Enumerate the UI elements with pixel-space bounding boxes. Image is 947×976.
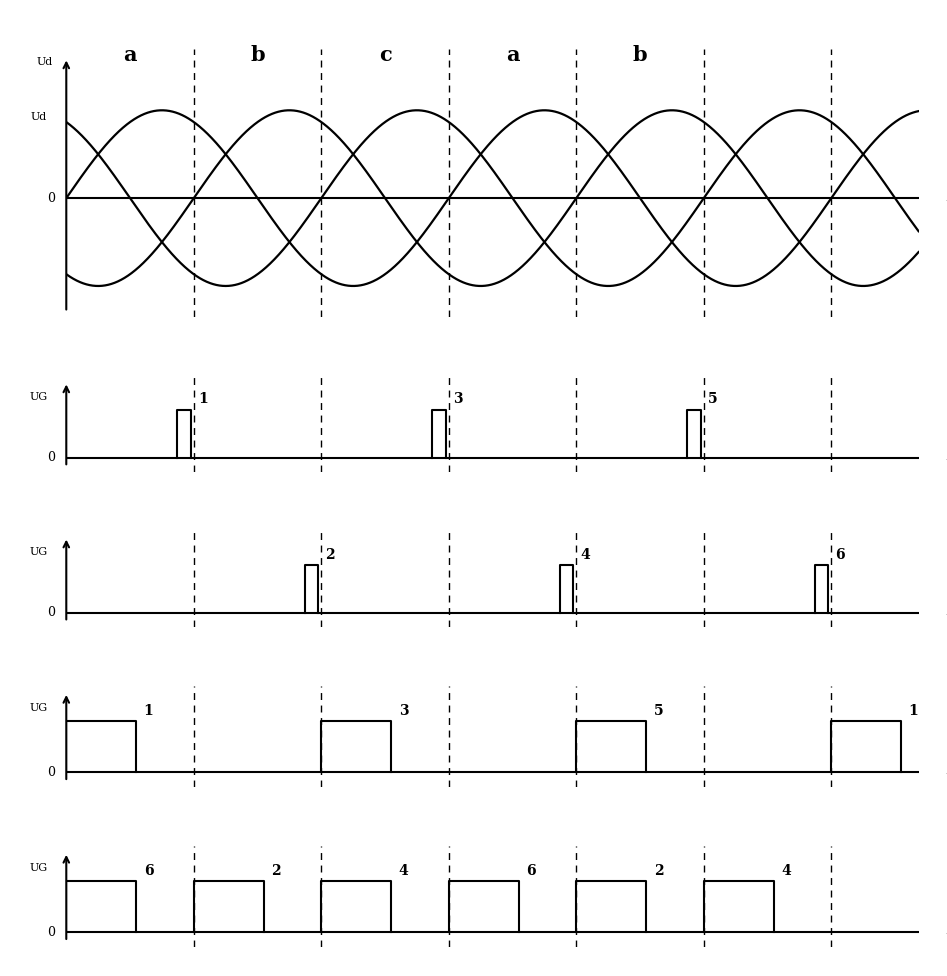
- Text: 2: 2: [271, 864, 281, 878]
- Text: 0: 0: [47, 191, 55, 205]
- Text: 5: 5: [653, 705, 663, 718]
- Text: 4: 4: [581, 548, 590, 561]
- Text: 2: 2: [326, 548, 335, 561]
- Text: 1: 1: [909, 705, 919, 718]
- Text: 2: 2: [653, 864, 663, 878]
- Text: a: a: [123, 45, 136, 64]
- Text: 0: 0: [47, 925, 55, 939]
- Text: 6: 6: [144, 864, 153, 878]
- Text: 4: 4: [781, 864, 791, 878]
- Text: 1: 1: [144, 705, 153, 718]
- Text: 0: 0: [47, 606, 55, 620]
- Text: Ud: Ud: [30, 112, 47, 122]
- Text: wt: wt: [945, 931, 947, 941]
- Text: 4: 4: [399, 864, 408, 878]
- Text: b: b: [633, 45, 648, 64]
- Text: wt: wt: [945, 457, 947, 467]
- Text: b: b: [250, 45, 265, 64]
- Text: UG: UG: [30, 704, 48, 713]
- Text: 3: 3: [453, 392, 463, 406]
- Text: 1: 1: [198, 392, 207, 406]
- Text: 3: 3: [399, 705, 408, 718]
- Text: wt: wt: [945, 771, 947, 781]
- Text: 0: 0: [47, 451, 55, 465]
- Text: wt: wt: [945, 197, 947, 208]
- Text: 6: 6: [835, 548, 846, 561]
- Text: 5: 5: [708, 392, 718, 406]
- Text: a: a: [506, 45, 519, 64]
- Text: Ud: Ud: [37, 57, 53, 67]
- Text: 0: 0: [47, 765, 55, 779]
- Text: 6: 6: [527, 864, 536, 878]
- Text: UG: UG: [30, 864, 48, 874]
- Text: UG: UG: [30, 548, 48, 557]
- Text: UG: UG: [30, 392, 48, 402]
- Text: c: c: [379, 45, 391, 64]
- Text: wt: wt: [945, 612, 947, 622]
